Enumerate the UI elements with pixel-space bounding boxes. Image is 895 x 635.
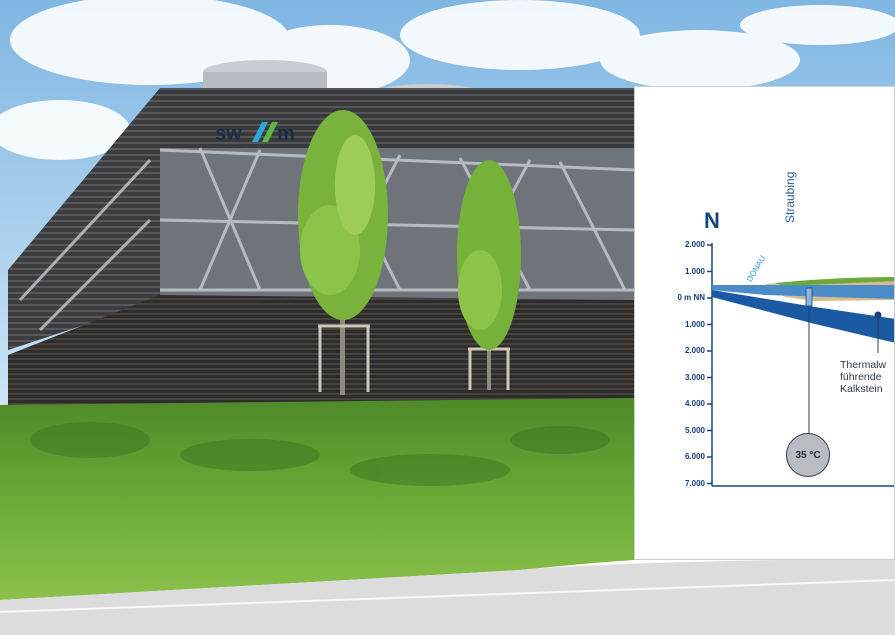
- well-shaft: [805, 287, 813, 307]
- tree-left: [298, 110, 388, 395]
- grass-embankment: [0, 398, 634, 600]
- depth-tick-label: 7.000: [684, 478, 705, 488]
- depth-tick-label: 6.000: [684, 452, 705, 461]
- aquifer-line: führende: [840, 371, 882, 383]
- swm-logo: sw: [215, 123, 242, 145]
- thermal-aquifer-layer: [712, 290, 894, 343]
- aquifer-line: Thermalw: [840, 359, 887, 371]
- green-surface: [775, 277, 894, 286]
- depth-tick-label: 4.000: [684, 399, 705, 408]
- clouds: [0, 0, 895, 160]
- depth-tick-label: 3.000: [684, 372, 705, 382]
- depth-tick-label: 5.000: [684, 425, 705, 435]
- temperature-badge: 35 °C: [786, 433, 830, 477]
- tree-right: [457, 160, 521, 390]
- geological-cross-section: N Straubing DONAU 2.000 1.000 0 m NN 1.000 2…: [634, 86, 895, 560]
- aquifer-line: Kalkstein: [840, 383, 883, 395]
- aquifer-label: Thermalw führende Kalkstein: [840, 359, 886, 395]
- svg-text:m: m: [277, 123, 295, 145]
- depth-tick-label: 1.000: [684, 266, 705, 276]
- shallow-water-layer: [712, 285, 894, 299]
- town-label: Straubing: [783, 171, 797, 223]
- compass-north-label: N: [704, 208, 720, 233]
- depth-tick-label: 2.000: [684, 240, 705, 249]
- depth-tick-label: 2.000: [684, 346, 705, 355]
- depth-tick-label: 0 m NN: [677, 293, 705, 302]
- depth-tick-label: 1.000: [684, 319, 705, 329]
